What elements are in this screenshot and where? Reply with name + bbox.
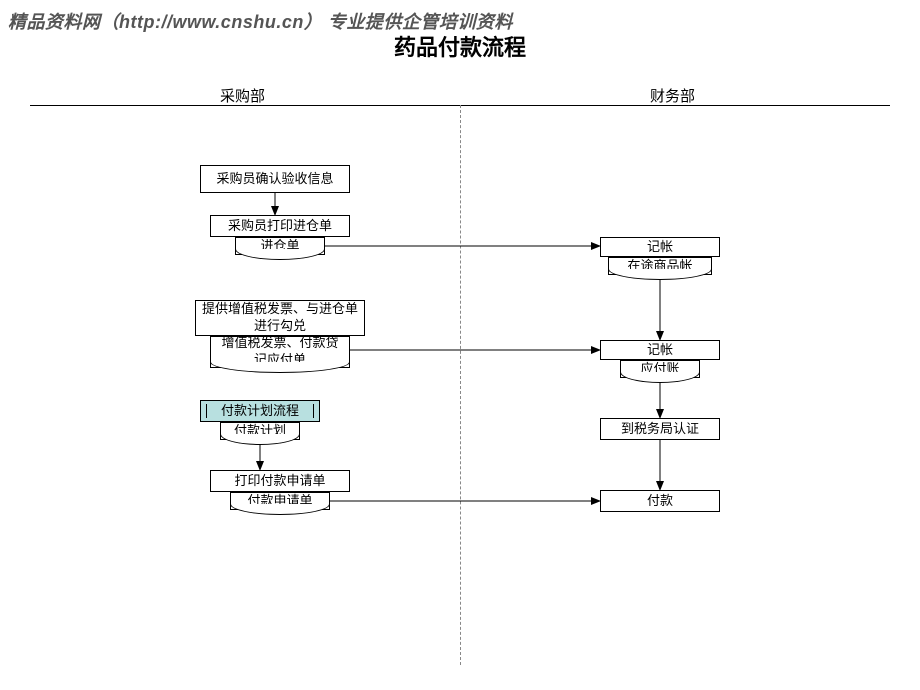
node-n6d: 付款计划 bbox=[220, 422, 300, 440]
node-n8d: 付款申请单 bbox=[230, 492, 330, 510]
node-n5d: 应付账 bbox=[620, 360, 700, 378]
lane-divider bbox=[460, 105, 461, 665]
lane-header-right: 财务部 bbox=[650, 85, 695, 106]
node-n9: 付款 bbox=[600, 490, 720, 512]
node-n8: 打印付款申请单 bbox=[210, 470, 350, 492]
node-n4d: 增值税发票、付款贷记应付单 bbox=[210, 336, 350, 368]
page-title: 药品付款流程 bbox=[0, 30, 920, 62]
node-n6: 付款计划流程 bbox=[200, 400, 320, 422]
node-n3: 记帐 bbox=[600, 237, 720, 257]
node-n4: 提供增值税发票、与进仓单进行勾兑 bbox=[195, 300, 365, 336]
node-n2d: 进仓单 bbox=[235, 237, 325, 255]
lane-header-left: 采购部 bbox=[220, 85, 265, 106]
node-n1: 采购员确认验收信息 bbox=[200, 165, 350, 193]
node-n3d: 在途商品帐 bbox=[608, 257, 712, 275]
node-n2: 采购员打印进仓单 bbox=[210, 215, 350, 237]
node-n5: 记帐 bbox=[600, 340, 720, 360]
node-n7: 到税务局认证 bbox=[600, 418, 720, 440]
